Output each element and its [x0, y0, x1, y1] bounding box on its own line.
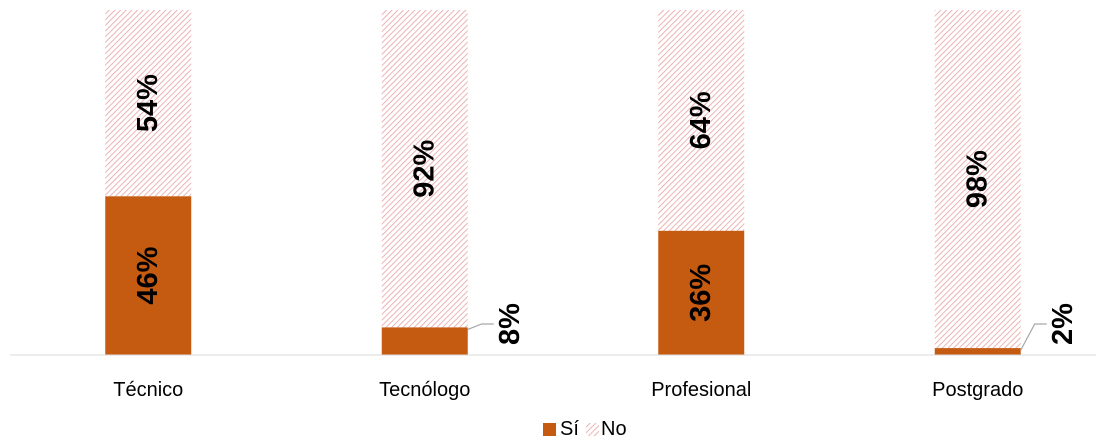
data-label-si-3: 2% [1047, 303, 1079, 345]
data-label-no-3: 98% [962, 150, 994, 208]
bar-no-3 [934, 10, 1021, 349]
x-tick-label-3: Postgrado [932, 379, 1023, 401]
data-label-si-1: 8% [494, 303, 526, 345]
data-label-si-0: 46% [132, 246, 164, 304]
bar-si-1 [381, 327, 468, 355]
leader-line-si-1 [467, 323, 494, 330]
data-label-si-2: 36% [685, 264, 717, 322]
bar-no-0 [105, 10, 192, 197]
bar-si-0 [105, 196, 192, 355]
legend-label-no: No [601, 418, 627, 440]
x-tick-label-0: Técnico [113, 379, 183, 401]
leader-line-si-3 [1020, 323, 1047, 351]
legend-swatch-no [586, 423, 599, 436]
x-tick-label-1: Tecnólogo [379, 379, 470, 401]
bar-no-2 [658, 10, 745, 231]
bar-no-1 [381, 10, 468, 328]
legend-swatch-si [543, 423, 556, 436]
data-label-no-2: 64% [685, 91, 717, 149]
data-label-no-1: 92% [409, 139, 441, 197]
bar-si-3 [934, 348, 1021, 355]
x-axis-labels: Técnico Tecnólogo Profesional Postgrado [113, 379, 1023, 401]
data-label-no-0: 54% [132, 74, 164, 132]
legend-label-si: Sí [560, 418, 579, 440]
legend: Sí No [543, 418, 627, 440]
bar-si-2 [658, 230, 745, 355]
x-tick-label-2: Profesional [651, 379, 751, 401]
plot-area: 54% 46% 92% 8% 64% 36% 98% 2% [105, 10, 1079, 355]
